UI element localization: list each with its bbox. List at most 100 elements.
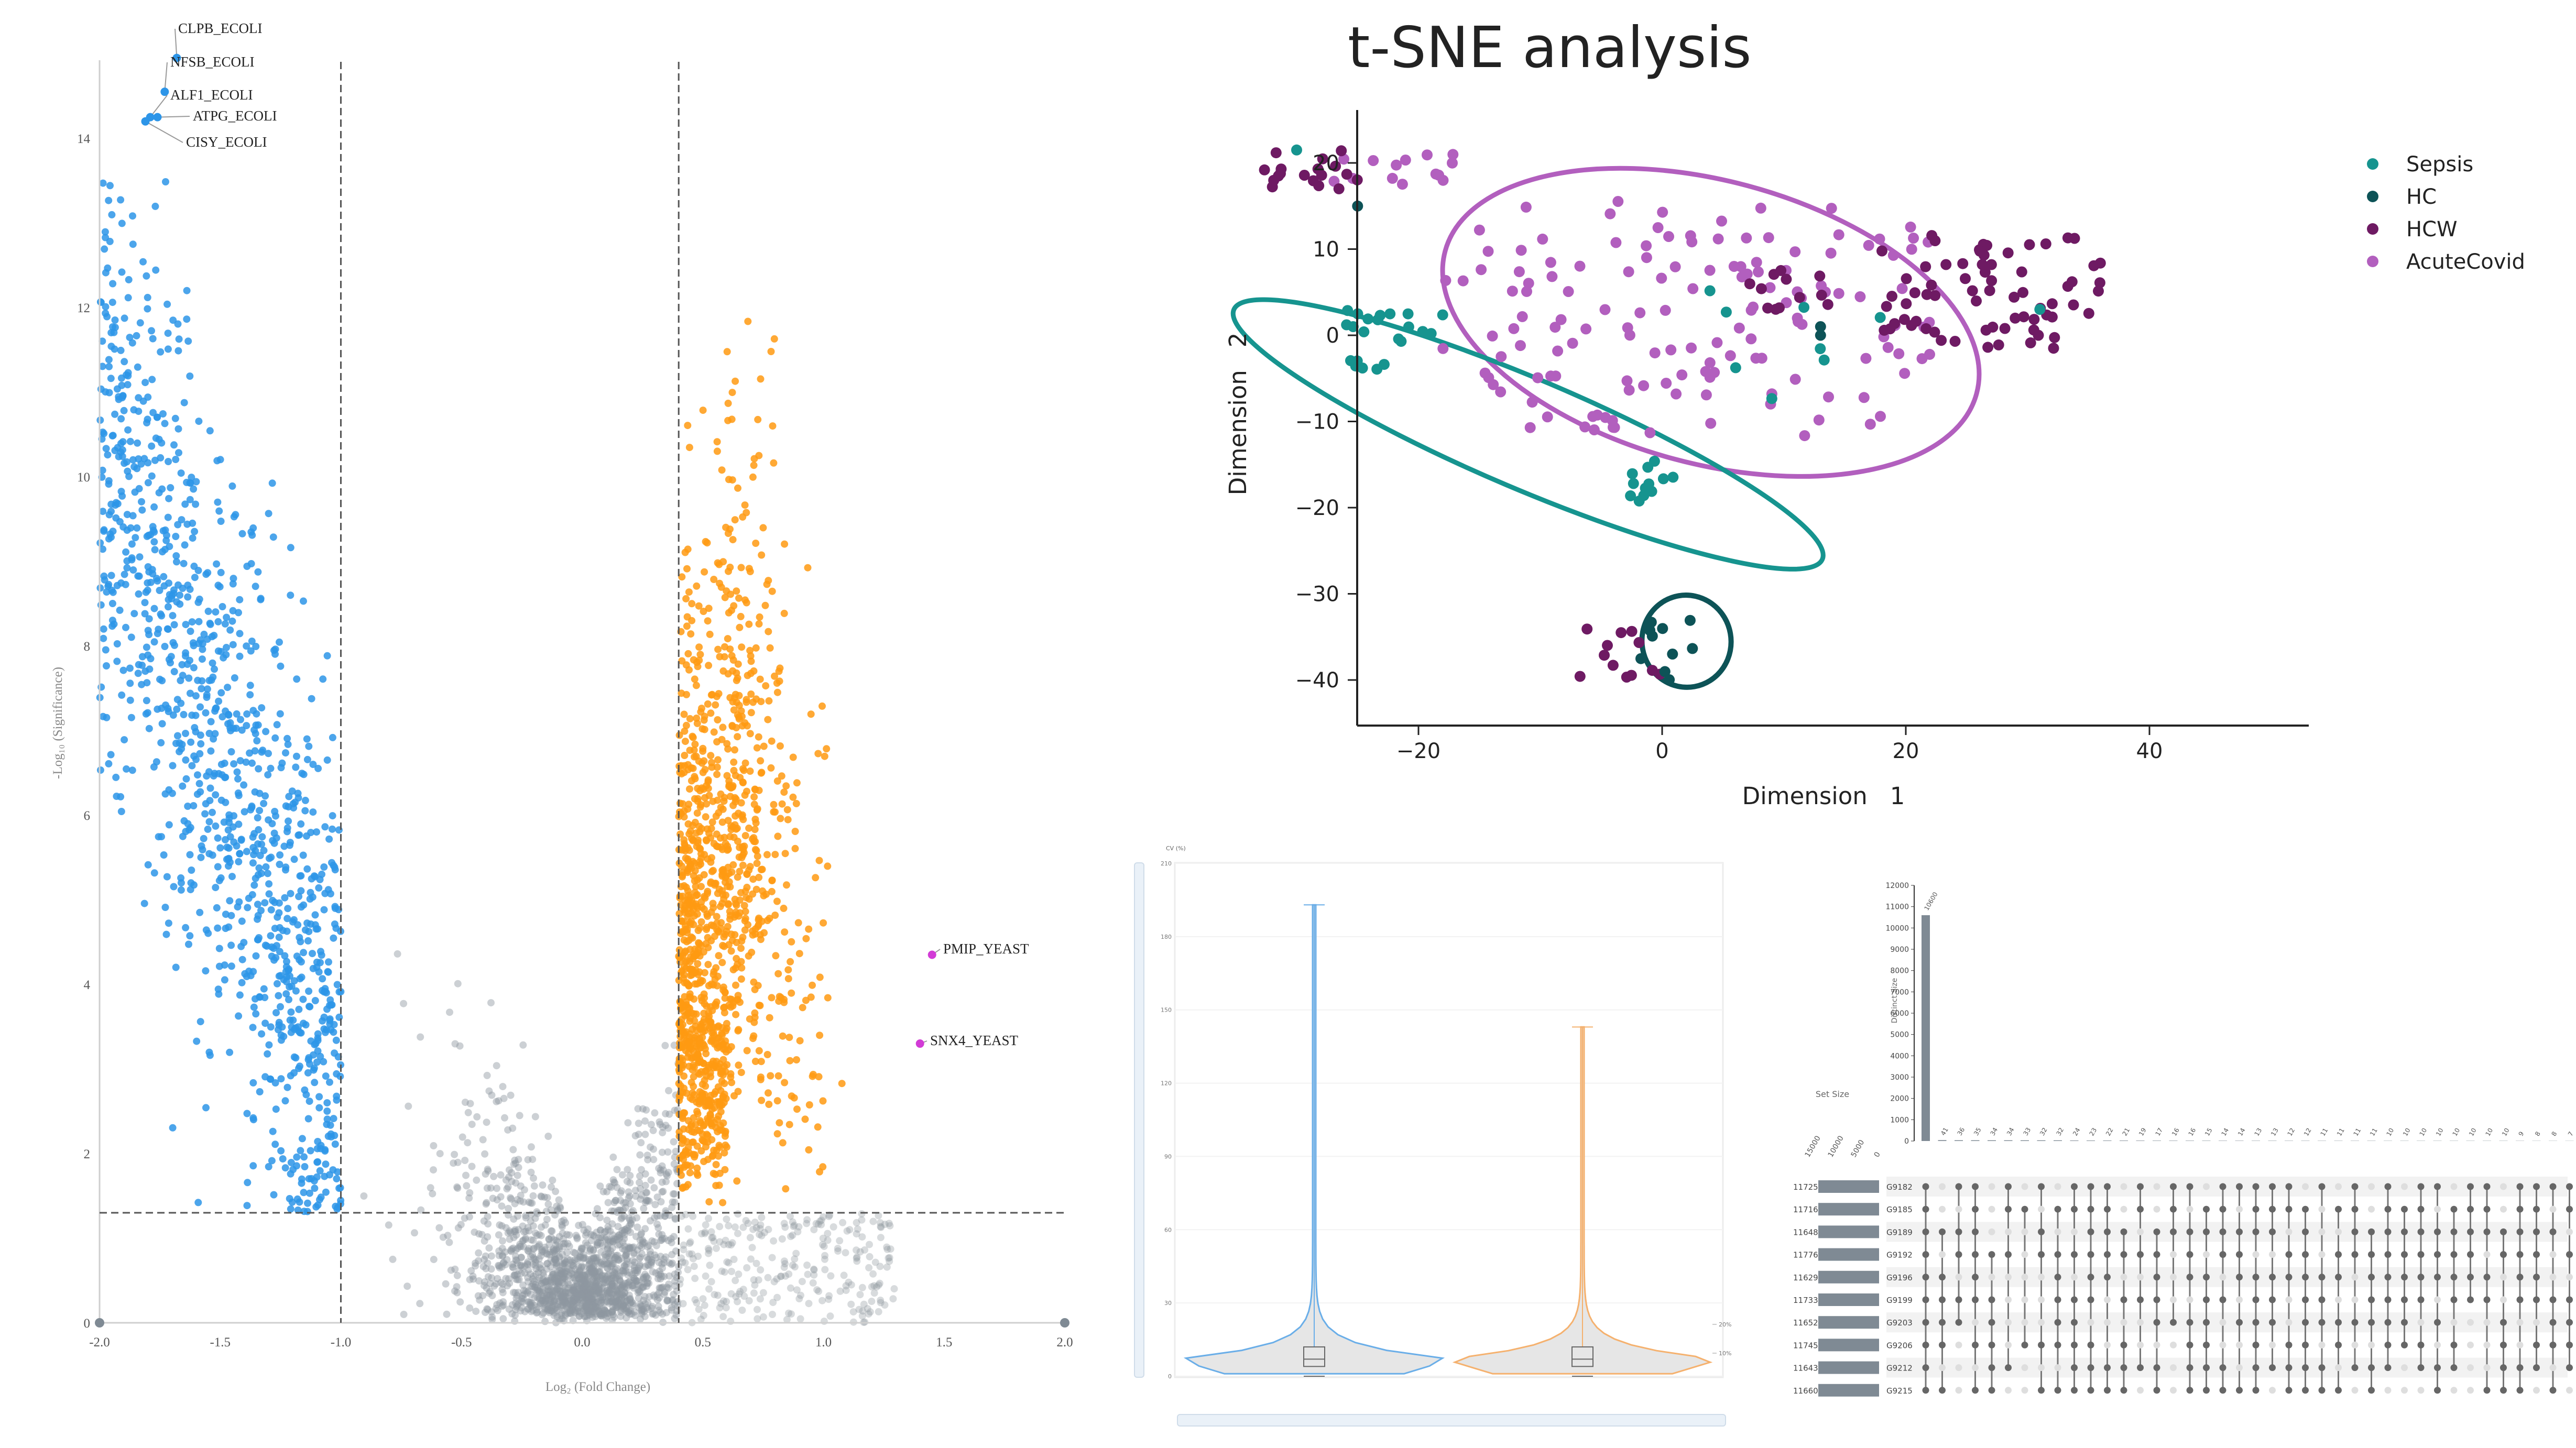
point-up: [689, 1066, 696, 1074]
vertical-scrollbar[interactable]: [1134, 862, 1144, 1378]
matrix-dot-active: [2203, 1274, 2210, 1281]
point-ns: [488, 1308, 495, 1316]
point-ns: [571, 1308, 578, 1316]
point-down: [253, 737, 261, 744]
matrix-dot-active: [1955, 1183, 1962, 1190]
point-ns: [581, 1293, 589, 1301]
point-acutecovid: [1789, 374, 1801, 385]
point-ns: [578, 1262, 586, 1270]
point-ns: [538, 1248, 545, 1256]
point-down: [323, 756, 331, 764]
point-acutecovid: [1826, 203, 1837, 214]
violins: [1183, 904, 1713, 1377]
point-down: [269, 533, 277, 541]
point-down: [212, 822, 220, 830]
point-ns: [483, 1118, 490, 1126]
point-ns: [574, 1293, 582, 1301]
point-ns: [636, 1282, 644, 1289]
matrix-dot-active: [2054, 1205, 2061, 1213]
point-ns: [575, 1275, 583, 1282]
point-acutecovid: [1908, 233, 1919, 244]
point-up: [705, 662, 713, 670]
point-ns: [647, 1176, 655, 1184]
point-ns: [492, 1280, 500, 1288]
point-ns: [596, 1310, 604, 1318]
point-ns: [595, 1308, 603, 1315]
point-ns: [569, 1287, 576, 1294]
gene-label: ALF1_ECOLI: [170, 87, 253, 103]
point-down: [126, 437, 134, 445]
point-down: [126, 679, 134, 687]
point-down: [182, 652, 189, 660]
point-ns: [481, 1256, 488, 1264]
point-down: [198, 842, 205, 850]
bar-value-label: 10: [2468, 1127, 2478, 1137]
set-size-bar: [1818, 1316, 1879, 1329]
y-tick-label: 10: [77, 470, 90, 485]
point-hcw: [2093, 286, 2104, 297]
point-ns: [609, 1260, 617, 1268]
point-ns: [635, 1295, 642, 1302]
y-tick-label: 8000: [1890, 967, 1909, 975]
point-ns: [514, 1212, 521, 1220]
point-up: [796, 1037, 804, 1045]
point-up: [746, 767, 754, 775]
point-up: [679, 928, 687, 936]
point-down: [110, 328, 118, 336]
point-acutecovid: [1507, 286, 1518, 297]
point-ns: [588, 1308, 596, 1316]
point-ns: [615, 1296, 623, 1304]
point-ns: [591, 1283, 599, 1290]
point-down: [324, 886, 332, 894]
point-ns: [689, 1255, 697, 1263]
matrix-dot-active: [1972, 1205, 1979, 1213]
point-down: [298, 1135, 306, 1143]
point-down: [271, 650, 279, 658]
point-down: [274, 913, 281, 921]
point-up: [710, 728, 718, 736]
point-ns: [702, 1272, 710, 1280]
point-down: [246, 682, 254, 689]
point-ns: [787, 1284, 794, 1292]
point-up: [733, 1177, 741, 1185]
point-up: [684, 422, 692, 430]
point-up: [755, 620, 763, 628]
matrix-dot-active: [2087, 1183, 2094, 1190]
point-ns: [669, 1190, 677, 1198]
point-down: [250, 851, 257, 859]
point-up: [703, 926, 711, 934]
point-ns: [540, 1279, 548, 1287]
point-down: [169, 612, 177, 620]
horizontal-scrollbar[interactable]: [1177, 1414, 1726, 1427]
point-ns: [596, 1258, 604, 1266]
point-down: [256, 807, 264, 815]
point-ns: [612, 1197, 619, 1204]
point-ns: [495, 1097, 503, 1105]
gene-label: NFSB_ECOLI: [170, 54, 255, 70]
point-ns: [578, 1281, 586, 1289]
point-up: [764, 716, 772, 723]
point-ns: [614, 1302, 621, 1310]
point-ns: [612, 1298, 620, 1306]
point-ns: [570, 1295, 577, 1302]
point-ns: [847, 1281, 855, 1289]
hc-ellipse: [1639, 593, 1734, 690]
point-sepsis: [1627, 468, 1638, 479]
point-down: [126, 696, 134, 704]
point-down: [128, 766, 136, 774]
point-down: [303, 735, 311, 743]
point-ns: [640, 1279, 648, 1287]
point-down: [329, 825, 336, 833]
point-ns: [488, 1292, 496, 1300]
labeled-point: [153, 113, 162, 122]
bar-value-label: 9: [2517, 1131, 2525, 1138]
point-ns: [545, 1235, 553, 1243]
point-up: [743, 871, 751, 878]
point-ns: [608, 1290, 616, 1298]
point-ns: [589, 1281, 597, 1289]
point-up: [725, 777, 733, 785]
point-down: [190, 752, 198, 760]
point-ns: [638, 1191, 646, 1199]
matrix-dot-active: [1939, 1274, 1946, 1281]
point-down: [301, 796, 309, 804]
